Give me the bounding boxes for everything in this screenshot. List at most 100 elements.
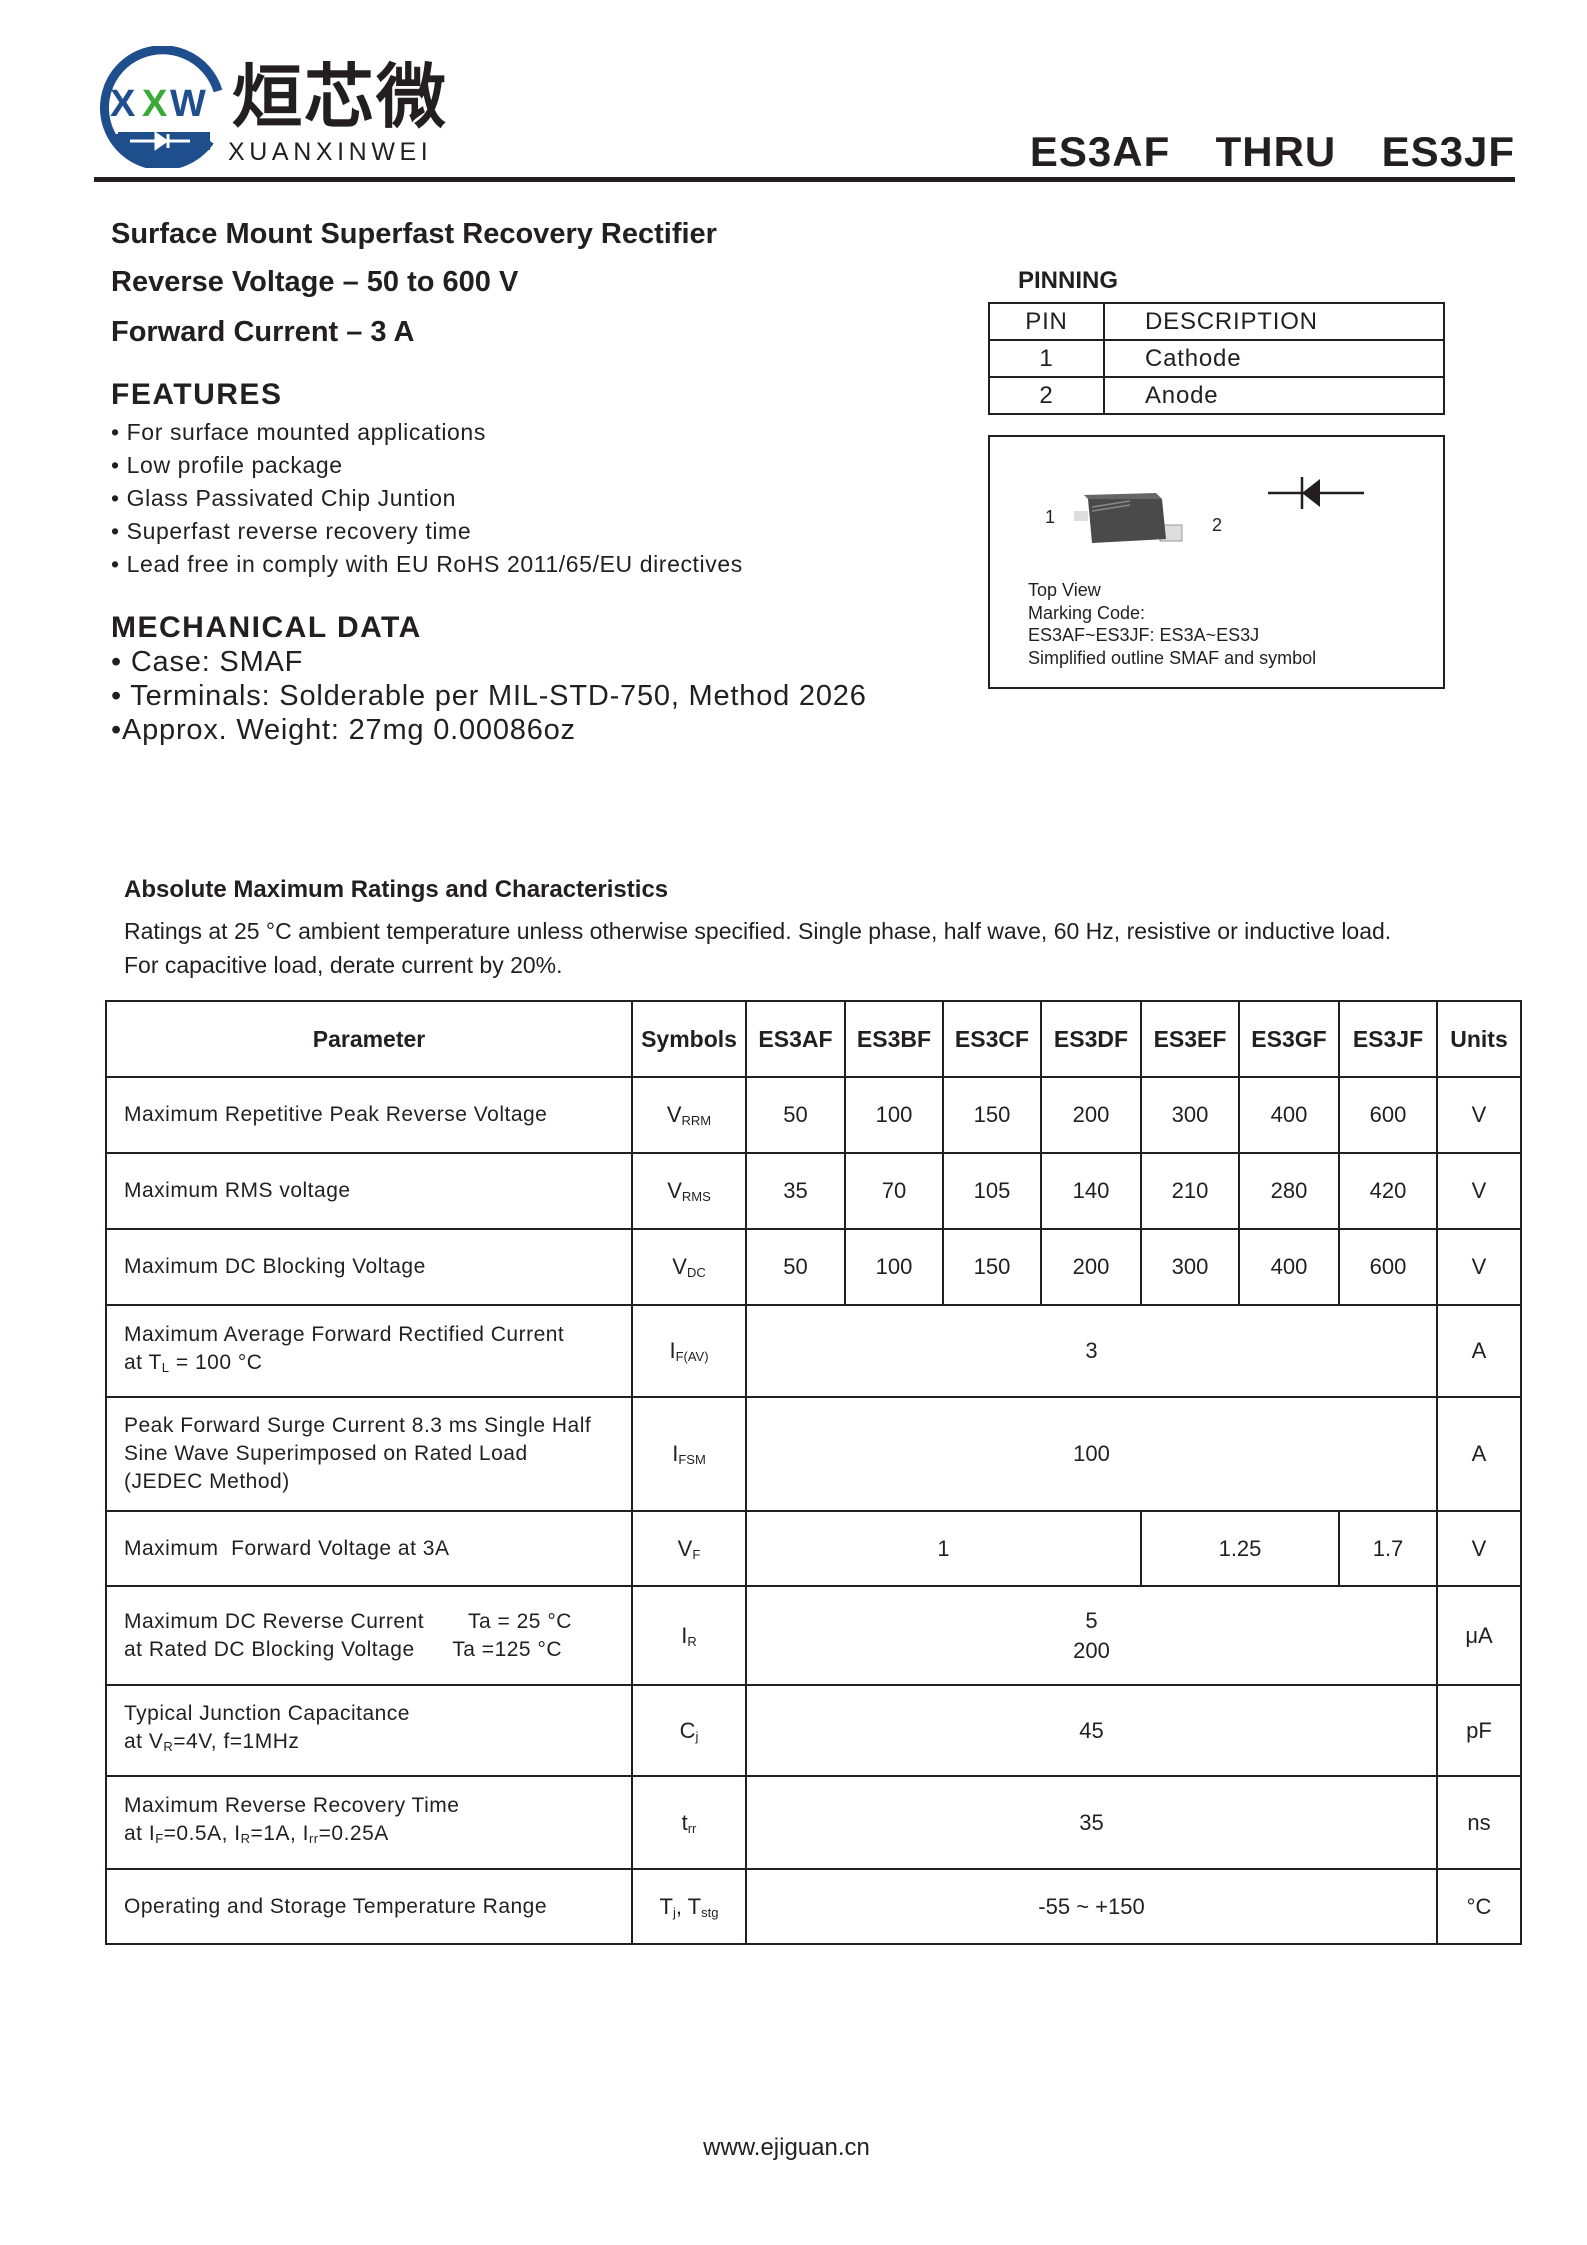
column-header: ES3DF: [1040, 1000, 1142, 1078]
unit-cell: μA: [1436, 1585, 1522, 1686]
svg-text:W: W: [170, 83, 206, 125]
unit-cell: V: [1436, 1228, 1522, 1306]
symbol-cell: VRMS: [631, 1152, 747, 1230]
symbol-cell: trr: [631, 1775, 747, 1870]
value-cell: 280: [1238, 1152, 1340, 1230]
feature-item: • Glass Passivated Chip Juntion: [111, 485, 456, 511]
features-list: • For surface mounted applications • Low…: [111, 416, 743, 581]
parameter-line: at TL = 100 °C: [124, 1350, 263, 1375]
value-cell: 100: [844, 1228, 944, 1306]
pinning-table: PIN DESCRIPTION 1 Cathode 2 Anode: [988, 302, 1445, 415]
value-cell: 400: [1238, 1076, 1340, 1154]
value-cell: 600: [1338, 1228, 1438, 1306]
parameter-cell: Maximum Forward Voltage at 3A: [105, 1510, 633, 1587]
pin-number: 2: [988, 376, 1105, 415]
value-cell: 35: [745, 1775, 1438, 1870]
table-row: Maximum Repetitive Peak Reverse Voltage V…: [105, 1076, 1522, 1154]
value-cell: 600: [1338, 1076, 1438, 1154]
company-logo: X X W: [100, 46, 223, 168]
feature-item: • Superfast reverse recovery time: [111, 518, 472, 544]
ratings-notes: Ratings at 25 °C ambient temperature unl…: [124, 914, 1391, 982]
parameter-cell: Maximum DC Blocking Voltage: [105, 1228, 633, 1306]
parameter-cell: Maximum Repetitive Peak Reverse Voltage: [105, 1076, 633, 1154]
unit-cell: V: [1436, 1510, 1522, 1587]
company-name-english: XUANXINWEI: [228, 138, 433, 166]
value-cell: 1.25: [1140, 1510, 1340, 1587]
value-cell: 140: [1040, 1152, 1142, 1230]
symbol-cell: IF(AV): [631, 1304, 747, 1398]
footer-website: www.ejiguan.cn: [703, 2134, 870, 2161]
column-header: Parameter: [105, 1000, 633, 1078]
symbol-cell: VF: [631, 1510, 747, 1587]
parameter-line: at Rated DC Blocking Voltage Ta =125 °C: [124, 1637, 563, 1661]
value-cell: 100: [844, 1076, 944, 1154]
value-cell: 1: [745, 1510, 1142, 1587]
description-header: DESCRIPTION: [1103, 302, 1445, 341]
column-header: ES3AF: [745, 1000, 846, 1078]
value-cell: 1.7: [1338, 1510, 1438, 1587]
column-header: ES3EF: [1140, 1000, 1240, 1078]
parameter-line: Typical Junction Capacitance: [124, 1702, 410, 1725]
value-cell: 150: [942, 1076, 1042, 1154]
table-header-row: Parameter Symbols ES3AF ES3BF ES3CF ES3DF ES3E…: [105, 1000, 1522, 1078]
ratings-table: Parameter Symbols ES3AF ES3BF ES3CF ES3DF ES3E…: [105, 1000, 1522, 1945]
parameter-cell: Peak Forward Surge Current 8.3 ms Single…: [105, 1396, 633, 1512]
value-cell: 150: [942, 1228, 1042, 1306]
mechanical-item: • Terminals: Solderable per MIL-STD-750,…: [111, 680, 867, 712]
package-outline-box: 1 2 Top View Marking Code: ES3AF~ES3JF: …: [988, 435, 1445, 689]
parameter-cell: Maximum Average Forward Rectified Curren…: [105, 1304, 633, 1398]
value-cell: 70: [844, 1152, 944, 1230]
product-description: Surface Mount Superfast Recovery Rectifi…: [111, 218, 717, 250]
parameter-line: Maximum Reverse Recovery Time: [124, 1794, 460, 1817]
column-header: Symbols: [631, 1000, 747, 1078]
parameter-line: Maximum DC Reverse Current Ta = 25 °C: [124, 1609, 572, 1633]
document-title: ES3AF THRU ES3JF: [1029, 128, 1515, 175]
table-row: Typical Junction Capacitance at VR=4V, f=…: [105, 1684, 1522, 1777]
symbol-cell: Cj: [631, 1684, 747, 1777]
table-row: Maximum Forward Voltage at 3A VF 1 1.25 1.7 V: [105, 1510, 1522, 1587]
symbol-cell: Tj, Tstg: [631, 1868, 747, 1945]
mechanical-heading: MECHANICAL DATA: [111, 611, 422, 644]
reverse-voltage: Reverse Voltage – 50 to 600 V: [111, 266, 519, 298]
value-cell: 100: [745, 1396, 1438, 1512]
parameter-line: Operating and Storage Temperature Range: [124, 1894, 548, 1918]
parameter-cell: Typical Junction Capacitance at VR=4V, f=…: [105, 1684, 633, 1777]
ratings-note: Ratings at 25 °C ambient temperature unl…: [124, 918, 1392, 944]
pin-number: 1: [988, 339, 1105, 378]
parameter-line: Maximum Repetitive Peak Reverse Voltage: [124, 1103, 548, 1126]
feature-item: • Low profile package: [111, 452, 343, 478]
parameter-line: Maximum Average Forward Rectified Curren…: [124, 1322, 565, 1346]
features-heading: FEATURES: [111, 378, 283, 411]
value-cell: 45: [745, 1684, 1438, 1777]
smaf-package-icon: [1074, 493, 1183, 543]
value-cell: 50: [745, 1228, 846, 1306]
ratings-note: For capacitive load, derate current by 2…: [124, 952, 563, 978]
value-cell: 5 200: [745, 1585, 1438, 1686]
unit-cell: V: [1436, 1076, 1522, 1154]
parameter-cell: Maximum DC Reverse Current Ta = 25 °C at …: [105, 1585, 633, 1686]
column-header: ES3GF: [1238, 1000, 1340, 1078]
pinning-heading: PINNING: [1018, 267, 1119, 294]
unit-cell: A: [1436, 1396, 1522, 1512]
column-header: ES3JF: [1338, 1000, 1438, 1078]
feature-item: • Lead free in comply with EU RoHS 2011/…: [111, 551, 743, 577]
value-cell: 35: [745, 1152, 846, 1230]
parameter-line: at VR=4V, f=1MHz: [124, 1730, 300, 1754]
mechanical-list: • Case: SMAF • Terminals: Solderable per…: [111, 645, 867, 747]
parameter-cell: Maximum Reverse Recovery Time at IF=0.5A,…: [105, 1775, 633, 1870]
parameter-line: Maximum DC Blocking Voltage: [124, 1255, 426, 1278]
symbol-cell: IFSM: [631, 1396, 747, 1512]
value-cell: 200: [1040, 1076, 1142, 1154]
table-row: Operating and Storage Temperature Range T…: [105, 1868, 1522, 1945]
symbol-cell: VRRM: [631, 1076, 747, 1154]
parameter-cell: Operating and Storage Temperature Range: [105, 1868, 633, 1945]
parameter-line: Maximum RMS voltage: [124, 1179, 351, 1202]
unit-cell: pF: [1436, 1684, 1522, 1777]
forward-current: Forward Current – 3 A: [111, 316, 415, 348]
value-cell: 200: [1040, 1228, 1142, 1306]
table-row: Maximum DC Reverse Current Ta = 25 °C at …: [105, 1585, 1522, 1686]
parameter-line: Peak Forward Surge Current 8.3 ms Single…: [124, 1414, 592, 1437]
diode-symbol-icon: [1268, 477, 1364, 509]
unit-cell: V: [1436, 1152, 1522, 1230]
parameter-line: Sine Wave Superimposed on Rated Load: [124, 1442, 528, 1465]
